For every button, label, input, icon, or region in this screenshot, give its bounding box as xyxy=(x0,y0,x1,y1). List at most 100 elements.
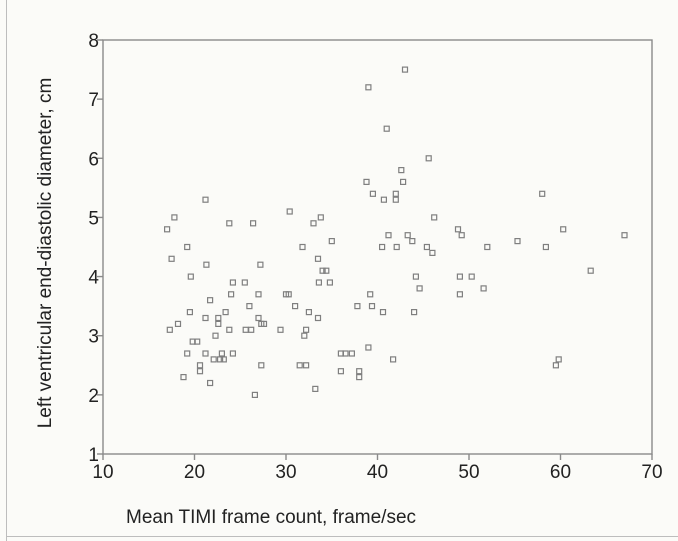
y-axis-title: Left ventricular end-diastolic diameter,… xyxy=(35,78,56,429)
data-point xyxy=(314,255,322,262)
data-point xyxy=(215,320,222,327)
plot-area-border xyxy=(102,39,653,455)
plot-axes xyxy=(102,39,653,455)
data-point xyxy=(456,291,463,298)
data-point xyxy=(365,344,372,351)
data-point xyxy=(301,332,308,339)
data-point xyxy=(255,291,262,298)
data-point xyxy=(314,314,322,322)
data-point xyxy=(348,350,355,357)
data-point xyxy=(392,190,399,197)
data-point xyxy=(174,320,182,327)
data-point xyxy=(171,214,178,221)
data-point xyxy=(215,314,222,322)
data-point xyxy=(229,350,236,357)
x-axis-title: Mean TIMI frame count, frame/sec xyxy=(126,507,416,528)
data-point xyxy=(196,362,204,369)
x-tick-label: 30 xyxy=(275,462,296,483)
data-point xyxy=(369,190,376,197)
data-point xyxy=(542,243,550,251)
data-point xyxy=(277,326,284,333)
data-point xyxy=(212,332,219,339)
data-point xyxy=(222,309,229,316)
data-point xyxy=(260,320,268,327)
data-point xyxy=(398,167,405,174)
y-tick-label: 8 xyxy=(88,31,99,52)
data-point xyxy=(258,362,265,369)
data-point xyxy=(365,84,372,91)
data-point xyxy=(431,214,438,221)
x-tick-label: 10 xyxy=(92,462,113,483)
data-point xyxy=(379,309,387,316)
x-tick-label: 20 xyxy=(184,462,205,483)
data-point xyxy=(202,350,209,357)
data-point xyxy=(456,273,463,280)
data-point xyxy=(226,326,233,333)
data-point xyxy=(229,279,236,286)
data-point xyxy=(296,362,303,369)
data-point xyxy=(246,303,253,310)
data-point xyxy=(383,125,390,132)
data-point xyxy=(248,326,255,333)
data-point xyxy=(468,273,475,280)
data-point xyxy=(425,155,432,162)
data-point xyxy=(429,249,436,256)
y-tick-label: 4 xyxy=(88,268,99,289)
data-point xyxy=(187,273,194,280)
data-point xyxy=(299,243,306,251)
data-point xyxy=(337,368,344,375)
data-point xyxy=(411,309,418,316)
y-axis-ticks: 1 2 3 4 5 6 7 8 xyxy=(88,31,103,466)
data-point xyxy=(285,291,292,298)
data-point xyxy=(207,297,214,304)
data-point xyxy=(458,232,465,239)
data-point xyxy=(326,279,333,286)
data-point xyxy=(454,226,462,233)
data-point xyxy=(292,303,299,310)
y-tick-label: 7 xyxy=(88,90,99,111)
data-point xyxy=(356,368,363,375)
data-point xyxy=(342,350,349,357)
data-point xyxy=(217,356,224,363)
data-point xyxy=(484,243,491,251)
data-point xyxy=(393,243,400,251)
data-point xyxy=(166,326,173,333)
data-point xyxy=(228,291,235,298)
data-point xyxy=(305,309,312,316)
data-point xyxy=(317,214,324,221)
figure-frame-bottom xyxy=(6,536,678,537)
data-point xyxy=(621,232,628,239)
data-point xyxy=(400,178,407,185)
data-point xyxy=(226,220,233,227)
data-point xyxy=(367,291,374,298)
x-tick-label: 70 xyxy=(641,462,662,483)
data-points xyxy=(164,66,628,398)
data-point xyxy=(168,255,175,262)
data-point xyxy=(202,196,209,203)
x-tick-label: 40 xyxy=(367,462,388,483)
y-tick-label: 5 xyxy=(88,208,99,229)
data-point xyxy=(186,309,193,316)
data-point xyxy=(390,356,397,363)
data-point xyxy=(555,356,562,363)
data-point xyxy=(196,368,204,375)
data-point xyxy=(401,66,409,73)
data-point xyxy=(242,326,249,333)
data-point xyxy=(207,379,214,387)
data-point xyxy=(255,314,262,322)
data-point xyxy=(257,261,264,268)
data-point xyxy=(412,273,419,280)
data-point xyxy=(319,267,326,274)
data-point xyxy=(480,285,487,292)
data-point xyxy=(416,285,423,292)
data-point xyxy=(380,196,387,203)
data-point xyxy=(184,243,191,251)
data-point xyxy=(210,356,217,363)
data-point xyxy=(164,226,171,233)
data-point xyxy=(310,220,317,227)
data-point xyxy=(303,326,310,333)
data-point xyxy=(404,232,411,239)
data-point xyxy=(368,303,376,310)
